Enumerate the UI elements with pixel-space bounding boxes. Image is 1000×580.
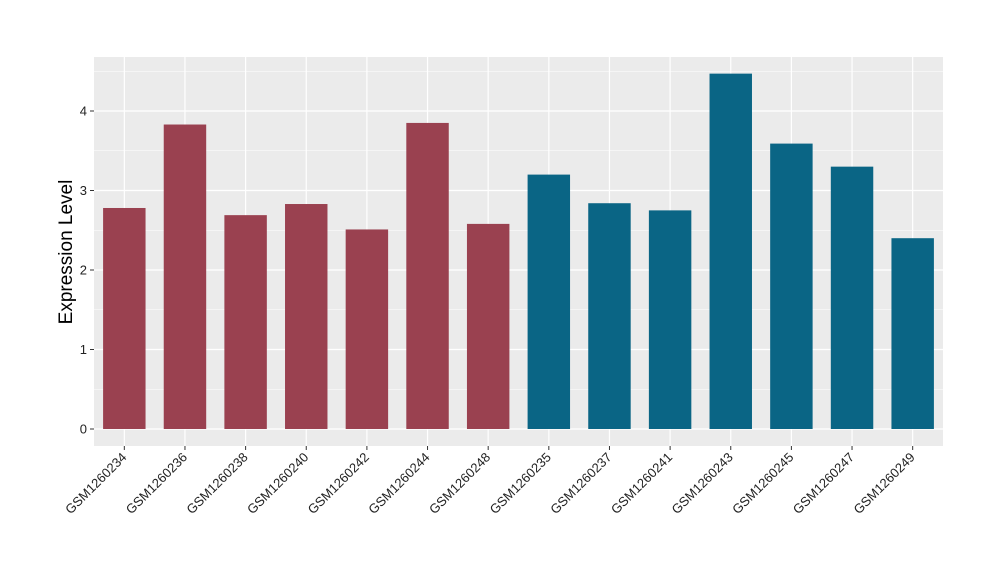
bar-GSM1260249 [891, 238, 934, 429]
bar-GSM1260242 [345, 229, 389, 429]
x-tick-label: GSM1260240 [244, 450, 311, 517]
y-tick-label: 4 [80, 104, 87, 119]
bar-GSM1260248 [466, 223, 510, 429]
plot-panel [94, 57, 943, 446]
bar-GSM1260241 [648, 210, 692, 429]
x-tick-label: GSM1260248 [426, 450, 493, 517]
bar-GSM1260235 [527, 174, 571, 429]
x-tick-label: GSM1260243 [669, 450, 736, 517]
x-tick-label: GSM1260236 [123, 450, 190, 517]
y-axis: 0 1 2 3 4 [80, 104, 94, 437]
x-tick-label: GSM1260241 [608, 450, 675, 517]
x-tick-label: GSM1260235 [487, 450, 554, 517]
bar-GSM1260245 [770, 143, 813, 429]
y-tick-label: 0 [80, 422, 87, 437]
bar-GSM1260236 [163, 124, 207, 429]
x-tick-label: GSM1260245 [729, 450, 796, 517]
y-tick-label: 2 [80, 263, 87, 278]
bar-GSM1260247 [830, 166, 874, 429]
bar-GSM1260244 [406, 122, 449, 430]
bars [103, 73, 934, 430]
x-tick-label: GSM1260247 [790, 450, 857, 517]
x-tick-label: GSM1260234 [62, 450, 129, 517]
x-tick-label: GSM1260238 [183, 450, 250, 517]
bar-GSM1260234 [103, 207, 146, 429]
x-tick-label: GSM1260249 [850, 450, 917, 517]
x-tick-label: GSM1260242 [305, 450, 372, 517]
x-tick-label: GSM1260244 [365, 450, 432, 517]
bar-GSM1260238 [224, 215, 267, 429]
bar-GSM1260237 [588, 203, 631, 429]
y-tick-label: 3 [80, 183, 87, 198]
bar-GSM1260243 [709, 73, 752, 429]
bar-GSM1260240 [285, 204, 328, 429]
y-axis-title: Expression Level [56, 180, 77, 325]
x-tick-label: GSM1260237 [547, 450, 614, 517]
x-axis: GSM1260234GSM1260236GSM1260238GSM1260240… [62, 446, 918, 517]
y-tick-label: 1 [80, 342, 87, 357]
